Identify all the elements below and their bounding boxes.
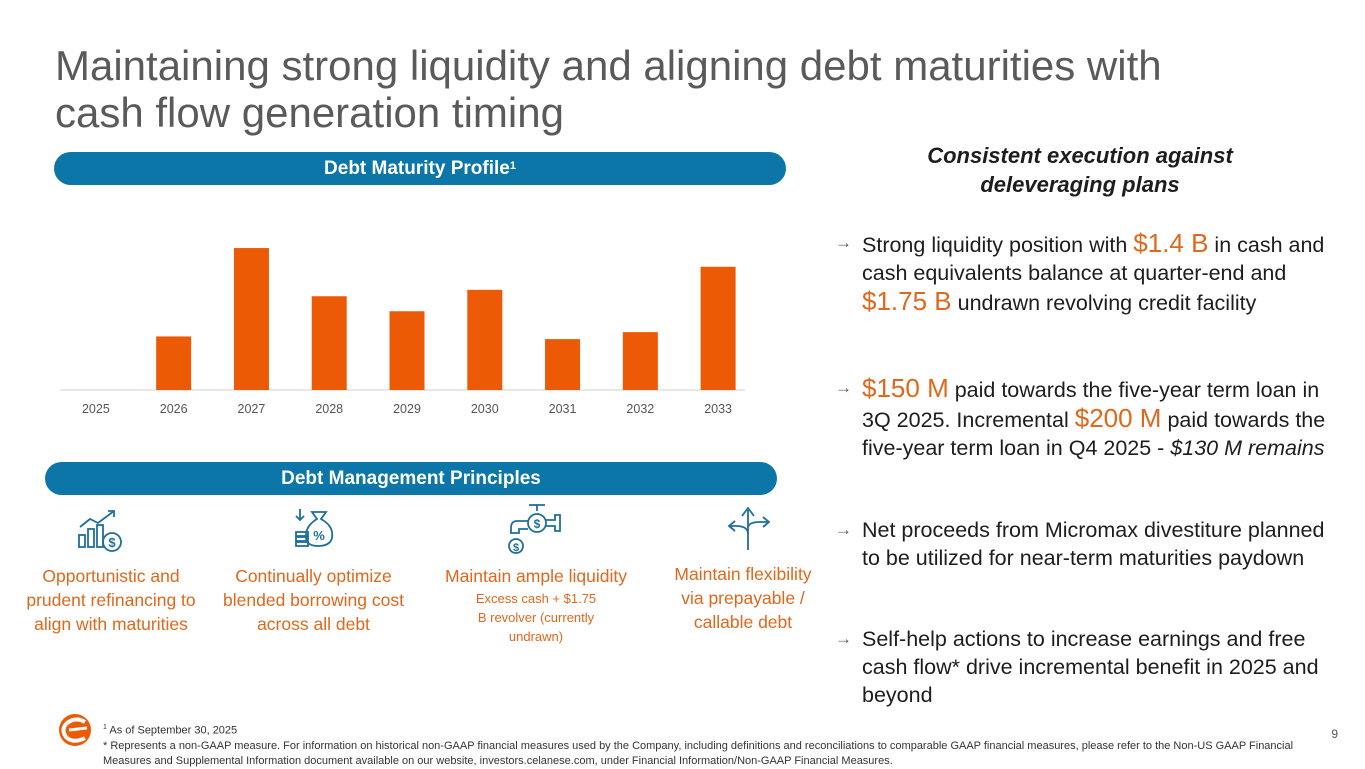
svg-text:$: $ xyxy=(534,517,541,531)
bullet-text: Strong liquidity position with $1.4 B in… xyxy=(862,229,1342,317)
principle-subtitle: Excess cash + $1.75 B revolver (currentl… xyxy=(475,591,597,644)
arrow-icon: → xyxy=(835,520,852,539)
chart-dollar-icon: $ xyxy=(78,510,122,552)
highlight-value: $1.4 B xyxy=(1133,228,1209,258)
page-number: 9 xyxy=(1331,727,1338,741)
principle-title: Continually optimize blended borrowing c… xyxy=(223,566,404,634)
bar-2030 xyxy=(467,289,503,390)
x-tick-label: 2028 xyxy=(315,402,343,416)
highlight-value: $1.75 B xyxy=(862,286,952,316)
arrow-icon: → xyxy=(835,629,852,648)
svg-text:$: $ xyxy=(513,542,519,554)
footnote-1-marker: 1 xyxy=(103,724,107,731)
x-tick-label: 2025 xyxy=(82,402,110,416)
italic-note: $130 M remains xyxy=(1170,436,1325,460)
x-tick-label: 2027 xyxy=(238,402,266,416)
x-tick-label: 2032 xyxy=(626,402,654,416)
x-tick-label: 2026 xyxy=(160,402,188,416)
principle-title: Maintain flexibility via prepayable / ca… xyxy=(674,564,812,632)
page-title: Maintaining strong liquidity and alignin… xyxy=(55,42,1162,136)
footnote-1: 1 As of September 30, 2025 xyxy=(103,720,1303,739)
x-tick-label: 2031 xyxy=(549,402,577,416)
bullet-segment: Self-help actions to increase earnings a… xyxy=(862,627,1319,707)
principle-flexibility: Maintain flexibility via prepayable / ca… xyxy=(662,562,824,634)
principle-liquidity: Maintain ample liquidity Excess cash + $… xyxy=(430,564,642,646)
bar-2029 xyxy=(389,311,425,390)
debt-maturity-footnote-ref: 1 xyxy=(509,159,516,172)
bullet-segment: paid towards the five-year term loan in … xyxy=(862,378,1320,432)
bar-2031 xyxy=(545,339,581,390)
principle-title: Opportunistic and prudent refinancing to… xyxy=(26,566,196,634)
faucet-dollar-icon: $ $ xyxy=(508,504,561,554)
bullet-segment: paid towards the five-year term loan in … xyxy=(862,408,1326,460)
principle-borrowing-cost: Continually optimize blended borrowing c… xyxy=(212,564,415,636)
debt-maturity-label: Debt Maturity Profile xyxy=(324,157,510,179)
svg-text:$: $ xyxy=(108,535,116,550)
footnote-1-text: As of September 30, 2025 xyxy=(109,724,238,737)
bullet-segment: Net proceeds from Micromax divestiture p… xyxy=(862,518,1325,570)
bar-2027 xyxy=(233,248,269,390)
bar-2032 xyxy=(622,332,658,390)
company-logo xyxy=(59,714,91,746)
footnotes: 1 As of September 30, 2025 * Represents … xyxy=(103,720,1303,769)
split-arrows-icon xyxy=(727,506,771,550)
bar-2033 xyxy=(700,266,736,390)
principle-title: Maintain ample liquidity xyxy=(445,566,627,586)
arrow-icon: → xyxy=(835,233,852,252)
highlight-value: $150 M xyxy=(862,373,949,403)
bullet-text: Net proceeds from Micromax divestiture p… xyxy=(862,516,1342,572)
x-tick-label: 2030 xyxy=(471,402,499,416)
debt-principles-header: Debt Management Principles xyxy=(45,462,777,495)
debt-principles-label: Debt Management Principles xyxy=(281,467,541,489)
bullet-segment: in cash and cash equivalents balance at … xyxy=(862,233,1325,285)
debt-maturity-header: Debt Maturity Profile 1 xyxy=(54,152,786,185)
x-tick-label: 2033 xyxy=(704,402,732,416)
principle-refinancing: Opportunistic and prudent refinancing to… xyxy=(12,564,210,636)
debt-maturity-chart: 2025 2026 2027 2028 2029 2030 2031 2032 2033 xyxy=(60,248,745,416)
footnote-2: * Represents a non-GAAP measure. For inf… xyxy=(103,739,1294,767)
bullet-segment: undrawn revolving credit facility xyxy=(951,291,1257,315)
bullet-text: $150 M paid towards the five-year term l… xyxy=(862,374,1342,462)
bullet-segment: Strong liquidity position with xyxy=(862,233,1134,257)
x-tick-label: 2029 xyxy=(393,402,421,416)
svg-text:%: % xyxy=(313,528,325,543)
bar-2026 xyxy=(156,336,192,390)
arrow-icon: → xyxy=(835,378,852,397)
highlight-value: $200 M xyxy=(1074,403,1162,433)
bar-2028 xyxy=(311,296,347,390)
right-heading: Consistent execution against deleveragin… xyxy=(927,143,1233,197)
bullet-text: Self-help actions to increase earnings a… xyxy=(862,625,1342,709)
money-bag-percent-icon: % xyxy=(295,509,334,547)
